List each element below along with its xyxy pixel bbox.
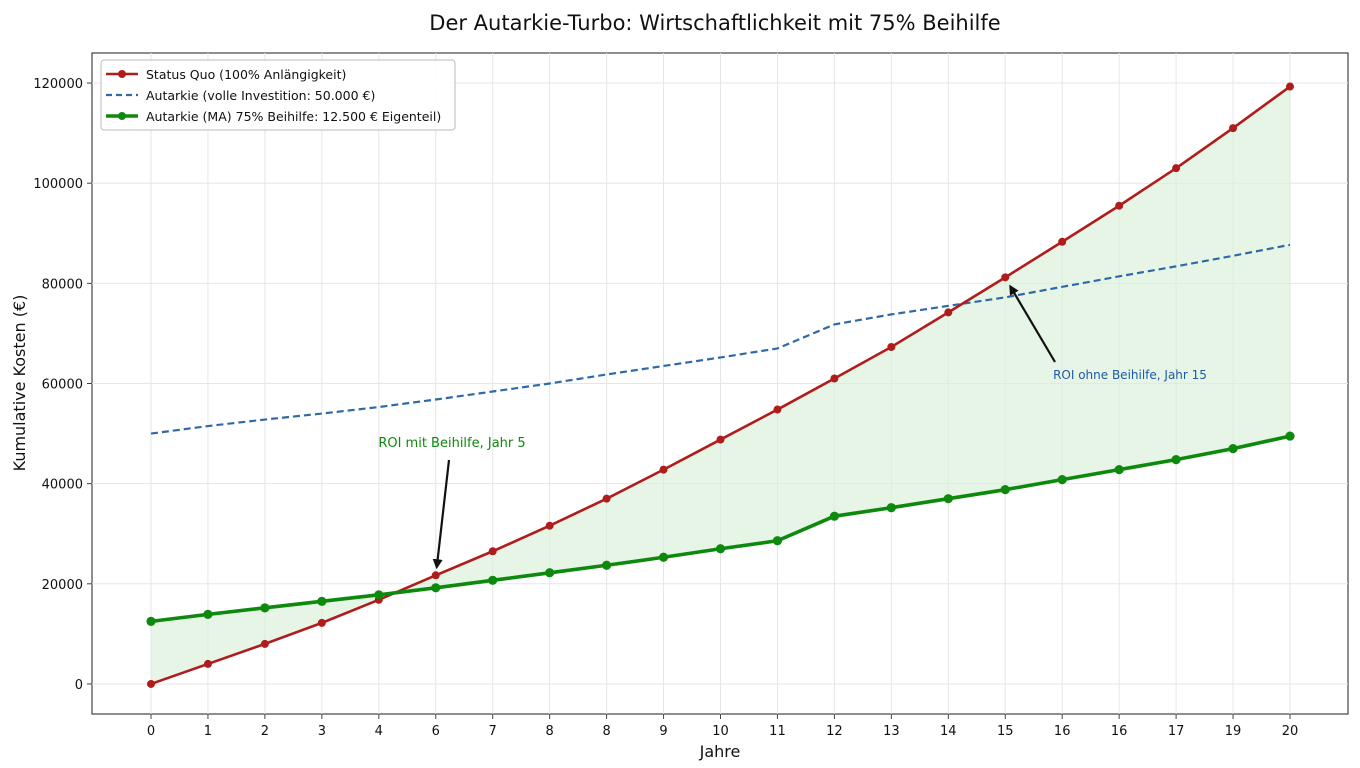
data-point: [260, 639, 269, 648]
data-point: [602, 560, 612, 570]
legend-label: Autarkie (volle Investition: 50.000 €): [146, 88, 375, 103]
x-tick-label: 15: [997, 724, 1014, 739]
annotation-arrow: [1009, 284, 1056, 363]
x-tick-label: 14: [940, 724, 957, 739]
y-tick-label: 60000: [42, 378, 83, 393]
data-point: [317, 618, 326, 627]
data-point: [1285, 431, 1295, 441]
data-point: [1114, 465, 1124, 475]
data-point: [1058, 237, 1067, 246]
x-axis: 0 1 2 3 4 6 7 8 8 9 10 11 12 13 14 15 16 16 17 19 20: [147, 714, 1298, 739]
data-point: [545, 568, 555, 578]
y-tick-label: 40000: [42, 478, 83, 493]
annotation-label: ROI mit Beihilfe, Jahr 5: [378, 436, 525, 451]
x-tick-label: 3: [318, 724, 326, 739]
legend-label: Status Quo (100% Anlängigkeit): [146, 67, 346, 82]
x-tick-label: 0: [147, 724, 155, 739]
data-point: [830, 374, 839, 383]
legend-item: Status Quo (100% Anlängigkeit): [106, 67, 346, 82]
data-point: [715, 544, 726, 554]
y-axis-label: Kumulative Kosten (€): [10, 295, 29, 472]
plot-area: ROI mit Beihilfe, Jahr 5 ROI ohne Beihilf…: [91, 52, 1349, 715]
data-point: [772, 536, 783, 546]
x-tick-label: 8: [602, 724, 610, 739]
x-tick-label: 8: [546, 724, 554, 739]
y-tick-label: 20000: [42, 578, 83, 593]
legend-box: [100, 59, 456, 131]
x-tick-label: 6: [432, 724, 440, 739]
data-point: [716, 435, 725, 444]
data-point: [1057, 475, 1067, 485]
data-point: [1229, 124, 1238, 133]
x-tick-label: 17: [1168, 724, 1185, 739]
series-group: [146, 82, 1295, 688]
legend: Status Quo (100% Anlängigkeit) Autarkie (…: [100, 59, 456, 131]
x-tick-label: 10: [712, 724, 729, 739]
data-point: [773, 405, 782, 414]
data-point: [203, 609, 213, 619]
x-tick-label: 7: [489, 724, 497, 739]
data-point: [431, 583, 441, 593]
x-tick-label: 11: [769, 724, 786, 739]
legend-marker: [118, 70, 126, 78]
x-tick-label: 20: [1282, 724, 1299, 739]
x-tick-label: 1: [204, 724, 212, 739]
data-point: [374, 590, 384, 600]
data-point: [829, 511, 840, 521]
data-point: [146, 616, 156, 626]
y-tick-label: 120000: [33, 77, 83, 92]
x-tick-label: 9: [659, 724, 667, 739]
x-tick-label: 12: [826, 724, 843, 739]
chart-title: Der Autarkie-Turbo: Wirtschaftlichkeit m…: [429, 11, 1000, 35]
data-point: [203, 659, 212, 668]
annotations: ROI mit Beihilfe, Jahr 5 ROI ohne Beihilf…: [378, 284, 1207, 570]
data-point: [943, 494, 953, 504]
legend-item: Autarkie (volle Investition: 50.000 €): [106, 88, 375, 103]
x-tick-label: 13: [883, 724, 900, 739]
data-point: [488, 575, 498, 585]
savings-area: [151, 86, 1290, 684]
x-tick-label: 2: [261, 724, 269, 739]
data-point: [545, 521, 554, 530]
y-tick-label: 0: [75, 678, 83, 693]
data-point: [1172, 164, 1181, 173]
data-point: [658, 552, 669, 562]
y-axis: 0 20000 40000 60000 80000 100000 120000: [33, 77, 92, 693]
legend-item: Autarkie (MA) 75% Beihilfe: 12.500 € Eig…: [106, 109, 441, 124]
annotation-arrow: [432, 459, 451, 570]
data-point: [147, 679, 155, 688]
data-point: [1228, 443, 1238, 454]
annotation-label: ROI ohne Beihilfe, Jahr 15: [1053, 368, 1207, 382]
data-point: [886, 503, 896, 513]
data-point: [1001, 273, 1010, 282]
data-point: [944, 308, 953, 317]
y-tick-label: 80000: [42, 277, 83, 292]
series-0: [147, 82, 1294, 688]
series-2: [146, 431, 1295, 626]
x-tick-label: 16: [1054, 724, 1071, 739]
data-point: [1115, 201, 1124, 210]
x-tick-label: 4: [375, 724, 383, 739]
series-line: [150, 243, 1291, 435]
data-point: [1000, 485, 1010, 495]
data-point: [659, 465, 668, 474]
x-tick-label: 19: [1225, 724, 1242, 739]
y-tick-label: 100000: [33, 177, 83, 192]
data-point: [260, 603, 270, 613]
x-axis-label: Jahre: [699, 742, 741, 761]
data-point: [488, 547, 497, 556]
data-point: [431, 571, 440, 580]
data-point: [317, 596, 327, 606]
data-point: [1171, 455, 1181, 465]
data-point: [1286, 82, 1294, 91]
data-point: [602, 494, 611, 503]
series-1: [150, 243, 1291, 435]
legend-marker: [118, 112, 126, 120]
x-tick-label: 16: [1111, 724, 1128, 739]
data-point: [887, 342, 896, 351]
legend-label: Autarkie (MA) 75% Beihilfe: 12.500 € Eig…: [146, 109, 441, 124]
